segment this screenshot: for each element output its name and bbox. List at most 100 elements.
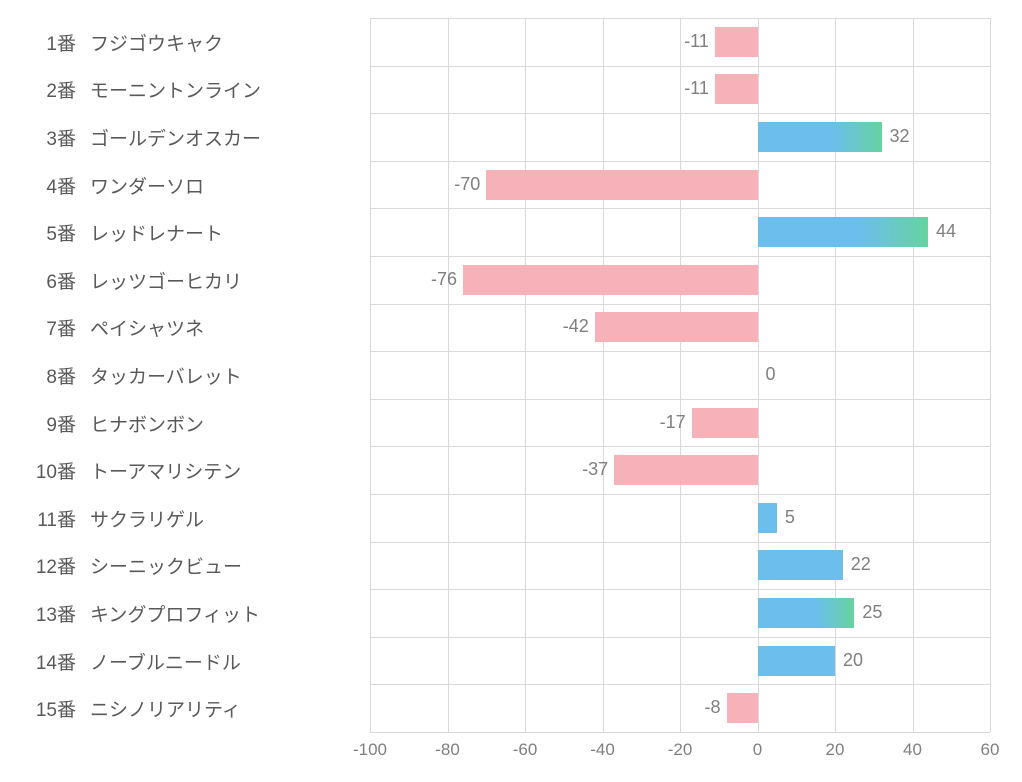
- row-number: 3番: [0, 124, 90, 151]
- row-separator: [370, 446, 990, 447]
- value-label: 44: [936, 221, 956, 242]
- value-label: -76: [431, 269, 457, 290]
- row-separator: [370, 161, 990, 162]
- value-label: 5: [785, 507, 795, 528]
- bar: [758, 503, 777, 533]
- row-separator: [370, 18, 990, 19]
- bar: [758, 122, 882, 152]
- x-axis-tick-label: 20: [826, 740, 845, 760]
- row-name: キングプロフィット: [90, 600, 260, 627]
- row-name: レッツゴーヒカリ: [90, 267, 242, 294]
- row-label: 6番レッツゴーヒカリ: [0, 267, 242, 294]
- row-label: 1番フジゴウキャク: [0, 29, 223, 56]
- row-name: タッカーバレット: [90, 362, 242, 389]
- gridline: [448, 18, 449, 732]
- gridline: [370, 18, 371, 732]
- row-label: 4番ワンダーソロ: [0, 172, 204, 199]
- row-number: 5番: [0, 219, 90, 246]
- bar: [595, 312, 758, 342]
- row-separator: [370, 351, 990, 352]
- row-separator: [370, 589, 990, 590]
- bar: [715, 27, 758, 57]
- row-name: ヒナボンボン: [90, 410, 204, 437]
- row-separator: [370, 399, 990, 400]
- x-axis-tick-label: -40: [590, 740, 615, 760]
- row-separator: [370, 542, 990, 543]
- row-label: 7番ペイシャツネ: [0, 314, 204, 341]
- row-number: 7番: [0, 314, 90, 341]
- row-number: 9番: [0, 410, 90, 437]
- row-label: 13番キングプロフィット: [0, 600, 260, 627]
- value-label: 20: [843, 650, 863, 671]
- row-label: 8番タッカーバレット: [0, 362, 242, 389]
- row-label: 2番モーニントンライン: [0, 76, 261, 103]
- bar: [758, 598, 855, 628]
- row-separator: [370, 494, 990, 495]
- row-label: 14番ノーブルニードル: [0, 648, 241, 675]
- row-label: 11番サクラリゲル: [0, 505, 204, 532]
- value-label: 0: [766, 364, 776, 385]
- value-label: -70: [454, 174, 480, 195]
- row-separator: [370, 208, 990, 209]
- row-separator: [370, 66, 990, 67]
- value-label: -37: [582, 459, 608, 480]
- row-name: ワンダーソロ: [90, 172, 204, 199]
- value-label: 22: [851, 554, 871, 575]
- value-label: -11: [684, 31, 709, 52]
- row-separator: [370, 256, 990, 257]
- row-name: モーニントンライン: [90, 76, 261, 103]
- value-label: 25: [862, 602, 882, 623]
- row-number: 1番: [0, 29, 90, 56]
- x-axis-tick-label: -100: [353, 740, 387, 760]
- x-axis-tick-label: 0: [753, 740, 762, 760]
- row-name: ペイシャツネ: [90, 314, 204, 341]
- value-label: 32: [890, 126, 910, 147]
- gridline: [603, 18, 604, 732]
- plot-area: -100-80-60-40-200204060-11-1132-7044-76-…: [370, 18, 990, 732]
- bar: [692, 408, 758, 438]
- bar: [758, 646, 836, 676]
- bar: [715, 74, 758, 104]
- bar: [758, 550, 843, 580]
- bar: [758, 217, 929, 247]
- row-number: 2番: [0, 76, 90, 103]
- row-number: 13番: [0, 600, 90, 627]
- value-label: -42: [563, 316, 589, 337]
- row-number: 6番: [0, 267, 90, 294]
- row-name: ノーブルニードル: [90, 648, 241, 675]
- row-separator: [370, 684, 990, 685]
- row-separator: [370, 732, 990, 733]
- x-axis-tick-label: -80: [435, 740, 460, 760]
- row-label: 15番ニシノリアリティ: [0, 695, 241, 722]
- row-name: ニシノリアリティ: [90, 695, 241, 722]
- row-number: 8番: [0, 362, 90, 389]
- value-label: -8: [704, 697, 720, 718]
- row-number: 10番: [0, 457, 90, 484]
- value-label: -11: [684, 78, 709, 99]
- row-separator: [370, 304, 990, 305]
- row-number: 11番: [0, 505, 90, 532]
- x-axis-tick-label: 60: [981, 740, 1000, 760]
- x-axis-tick-label: 40: [903, 740, 922, 760]
- row-name: サクラリゲル: [90, 505, 204, 532]
- bar: [727, 693, 758, 723]
- row-separator: [370, 113, 990, 114]
- row-label: 10番トーアマリシテン: [0, 457, 241, 484]
- bar: [486, 170, 757, 200]
- gridline: [913, 18, 914, 732]
- value-label: -17: [660, 412, 686, 433]
- row-name: フジゴウキャク: [90, 29, 223, 56]
- gridline: [680, 18, 681, 732]
- row-number: 12番: [0, 552, 90, 579]
- bar: [463, 265, 758, 295]
- row-label: 12番シーニックビュー: [0, 552, 242, 579]
- row-name: シーニックビュー: [90, 552, 242, 579]
- gridline: [525, 18, 526, 732]
- row-separator: [370, 637, 990, 638]
- row-name: トーアマリシテン: [90, 457, 241, 484]
- x-axis-tick-label: -20: [668, 740, 693, 760]
- row-number: 4番: [0, 172, 90, 199]
- row-number: 15番: [0, 695, 90, 722]
- bar: [614, 455, 757, 485]
- row-label: 9番ヒナボンボン: [0, 410, 204, 437]
